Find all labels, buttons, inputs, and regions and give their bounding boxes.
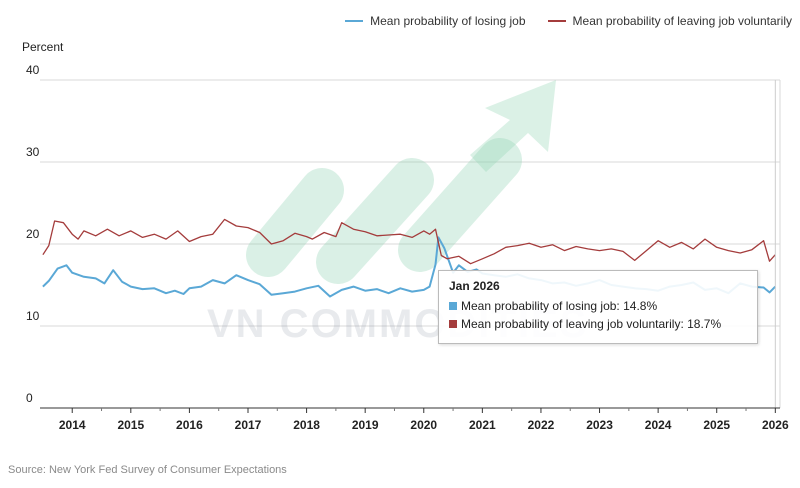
axes: 0 10 20 30 40 2014 2015 2016 2017 2018 2019 2020 202… [26,63,789,432]
y-axis-title: Percent [22,40,64,54]
y-tick-label: 20 [26,227,40,241]
x-tick-label: 2024 [645,418,672,432]
legend-item-losing-job[interactable]: Mean probability of losing job [345,14,526,28]
legend-item-leaving-job[interactable]: Mean probability of leaving job voluntar… [547,14,792,28]
tooltip-swatch-losing-job [449,302,457,310]
watermark-bar [316,158,434,284]
x-tick-label: 2023 [586,418,613,432]
tooltip-swatch-leaving-job [449,320,457,328]
x-tick-label: 2019 [352,418,379,432]
legend-swatch-leaving-job [547,20,566,22]
y-tick-label: 10 [26,309,40,323]
x-tick-label: 2017 [235,418,262,432]
x-tick-label: 2018 [293,418,320,432]
legend-label-losing-job: Mean probability of losing job [370,14,526,28]
x-tick-label: 2020 [410,418,437,432]
tooltip-row-leaving-job: Mean probability of leaving job voluntar… [449,317,747,331]
y-tick-label: 40 [26,63,40,77]
watermark-graphic [246,80,556,284]
watermark-bar [398,138,522,272]
y-tick-label: 0 [26,391,33,405]
x-tick-label: 2016 [176,418,203,432]
x-tick-label: 2022 [528,418,555,432]
source-note: Source: New York Fed Survey of Consumer … [8,464,287,476]
series-line-leaving-job [42,218,776,265]
x-tick-label: 2025 [703,418,730,432]
y-tick-label: 30 [26,145,40,159]
legend: Mean probability of losing job Mean prob… [345,14,792,28]
x-tick-label: 2015 [117,418,144,432]
tooltip-row-losing-job: Mean probability of losing job: 14.8% [449,299,747,313]
legend-label-leaving-job: Mean probability of leaving job voluntar… [572,14,792,28]
watermark-bar [246,168,344,277]
tooltip-text-leaving-job: Mean probability of leaving job voluntar… [461,317,722,331]
watermark-arrow [470,80,556,172]
tooltip: Jan 2026 Mean probability of losing job:… [438,270,758,344]
x-tick-label: 2026 [762,418,789,432]
x-tick-label: 2021 [469,418,496,432]
tooltip-title: Jan 2026 [449,279,500,293]
x-tick-label: 2014 [59,418,86,432]
tooltip-text-losing-job: Mean probability of losing job: 14.8% [461,299,658,313]
legend-swatch-losing-job [345,20,364,22]
